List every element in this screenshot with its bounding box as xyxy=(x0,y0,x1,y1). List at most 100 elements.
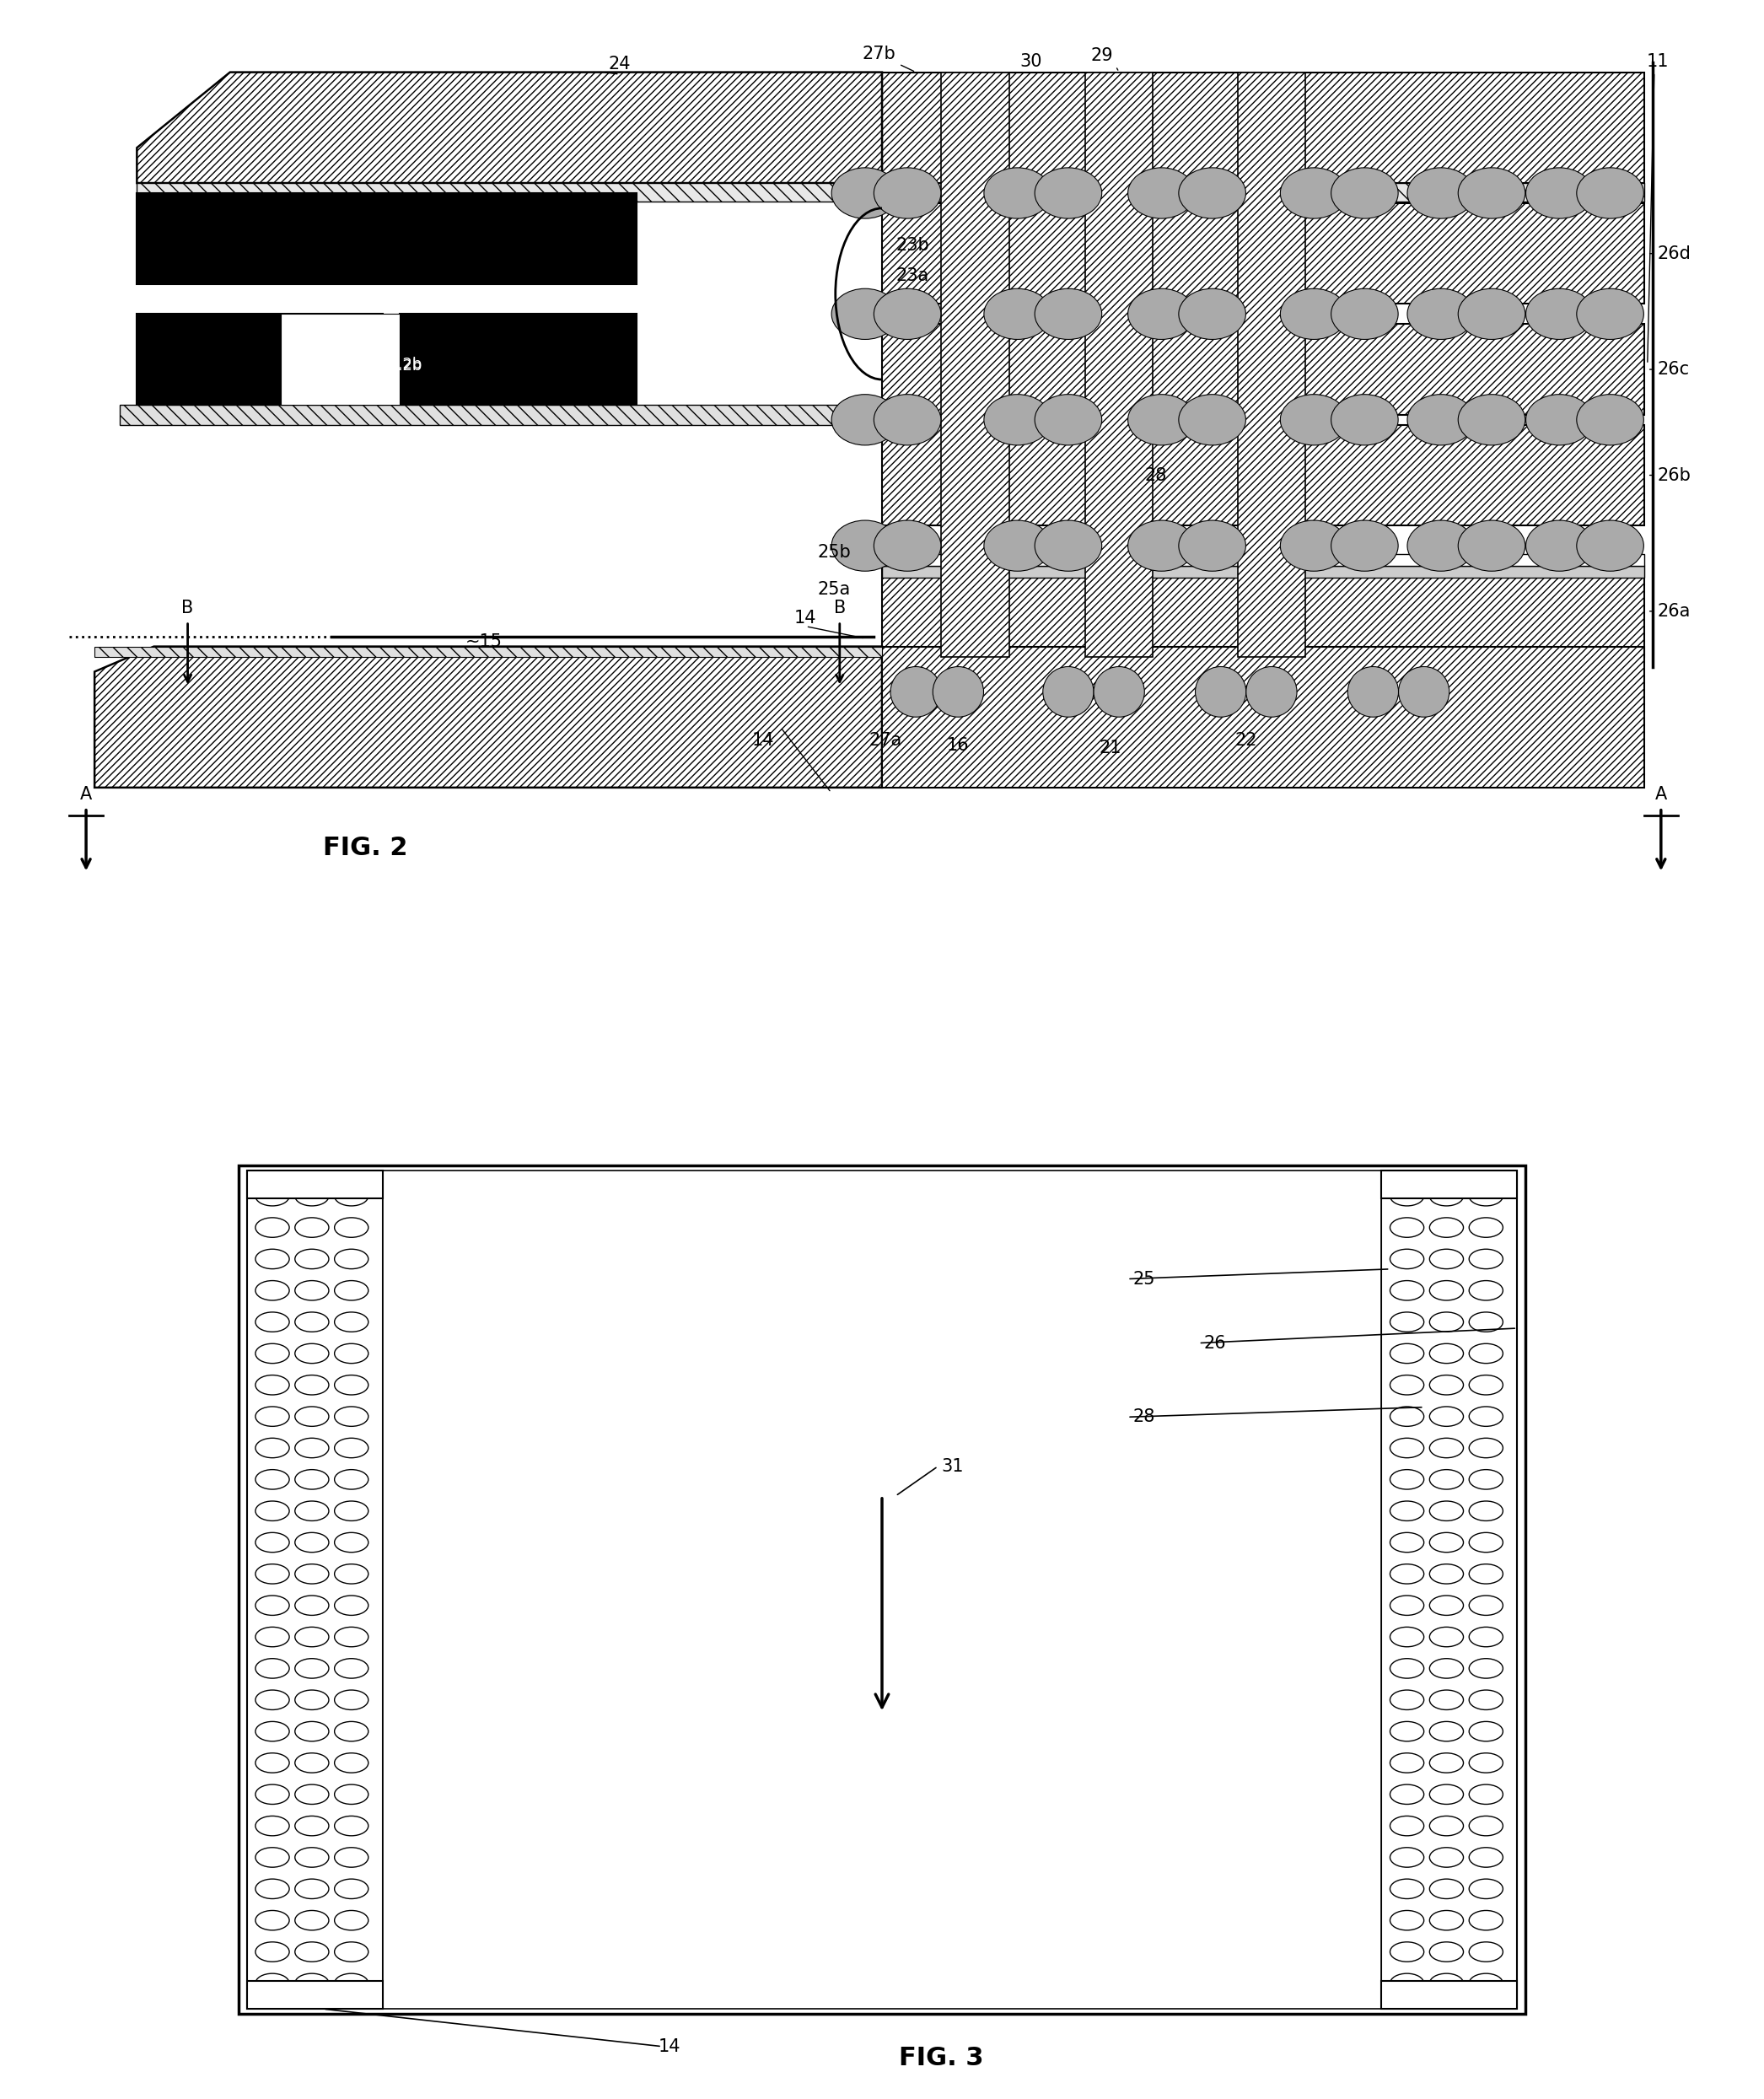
Circle shape xyxy=(295,1658,328,1679)
Circle shape xyxy=(1429,1280,1464,1301)
Ellipse shape xyxy=(1459,168,1526,218)
Ellipse shape xyxy=(1408,521,1475,571)
Text: 26: 26 xyxy=(1203,1335,1226,1352)
Circle shape xyxy=(335,1753,369,1774)
Text: FIG. 2: FIG. 2 xyxy=(323,835,407,861)
Circle shape xyxy=(1390,1910,1424,1931)
Bar xyxy=(942,71,1009,657)
Text: 23b: 23b xyxy=(896,237,930,254)
Circle shape xyxy=(256,1690,289,1711)
Ellipse shape xyxy=(1281,290,1348,340)
Circle shape xyxy=(295,1690,328,1711)
Circle shape xyxy=(256,1217,289,1238)
Circle shape xyxy=(1469,1532,1503,1553)
Ellipse shape xyxy=(1127,168,1194,218)
Circle shape xyxy=(335,1595,369,1616)
Circle shape xyxy=(335,1784,369,1805)
Ellipse shape xyxy=(1178,395,1245,445)
Circle shape xyxy=(256,1910,289,1931)
Circle shape xyxy=(1469,1753,1503,1774)
Circle shape xyxy=(256,1564,289,1585)
Circle shape xyxy=(1390,1217,1424,1238)
Text: 21: 21 xyxy=(1099,739,1122,756)
Ellipse shape xyxy=(1408,290,1475,340)
Circle shape xyxy=(295,1564,328,1585)
Circle shape xyxy=(1469,1784,1503,1805)
Circle shape xyxy=(1429,1564,1464,1585)
Circle shape xyxy=(335,1627,369,1648)
Ellipse shape xyxy=(1577,290,1644,340)
Circle shape xyxy=(1429,1942,1464,1963)
Bar xyxy=(1085,71,1154,657)
Circle shape xyxy=(256,1532,289,1553)
Circle shape xyxy=(1469,1627,1503,1648)
Ellipse shape xyxy=(1332,395,1399,445)
Circle shape xyxy=(1390,1438,1424,1459)
Bar xyxy=(120,405,882,424)
Circle shape xyxy=(295,1501,328,1522)
Circle shape xyxy=(1469,1910,1503,1931)
Circle shape xyxy=(1429,1816,1464,1837)
Circle shape xyxy=(256,1343,289,1364)
Text: 16: 16 xyxy=(947,737,970,754)
Circle shape xyxy=(1429,1217,1464,1238)
Circle shape xyxy=(1469,1721,1503,1742)
Ellipse shape xyxy=(831,168,898,218)
Circle shape xyxy=(1429,1343,1464,1364)
Text: 14: 14 xyxy=(794,609,817,626)
Circle shape xyxy=(256,1375,289,1396)
Circle shape xyxy=(1390,1658,1424,1679)
Circle shape xyxy=(295,1595,328,1616)
Circle shape xyxy=(1429,1375,1464,1396)
Ellipse shape xyxy=(1178,290,1245,340)
Circle shape xyxy=(1390,1375,1424,1396)
Ellipse shape xyxy=(1332,521,1399,571)
Circle shape xyxy=(335,1879,369,1900)
Ellipse shape xyxy=(1526,395,1593,445)
Ellipse shape xyxy=(1332,290,1399,340)
Circle shape xyxy=(1429,1658,1464,1679)
Bar xyxy=(399,315,637,405)
Circle shape xyxy=(335,1406,369,1427)
Ellipse shape xyxy=(831,290,898,340)
Circle shape xyxy=(295,1910,328,1931)
Circle shape xyxy=(295,1249,328,1270)
Text: 26a: 26a xyxy=(1658,602,1692,619)
Circle shape xyxy=(256,1816,289,1837)
Bar xyxy=(138,183,882,202)
Circle shape xyxy=(1469,1942,1503,1963)
Ellipse shape xyxy=(1035,168,1102,218)
Circle shape xyxy=(1429,1186,1464,1207)
Ellipse shape xyxy=(873,290,940,340)
Ellipse shape xyxy=(1526,168,1593,218)
Circle shape xyxy=(1429,1406,1464,1427)
Circle shape xyxy=(1390,1186,1424,1207)
Bar xyxy=(1381,1171,1517,2009)
Bar xyxy=(280,315,399,405)
Ellipse shape xyxy=(831,395,898,445)
Circle shape xyxy=(295,1312,328,1333)
Circle shape xyxy=(1469,1658,1503,1679)
Circle shape xyxy=(256,1784,289,1805)
Ellipse shape xyxy=(1127,395,1194,445)
Circle shape xyxy=(295,1217,328,1238)
Circle shape xyxy=(1390,1784,1424,1805)
Ellipse shape xyxy=(1281,395,1348,445)
Circle shape xyxy=(1429,1312,1464,1333)
Ellipse shape xyxy=(1577,168,1644,218)
Ellipse shape xyxy=(1035,395,1102,445)
Text: 27a: 27a xyxy=(870,733,901,749)
Ellipse shape xyxy=(873,168,940,218)
Ellipse shape xyxy=(1043,667,1094,718)
Circle shape xyxy=(256,1406,289,1427)
Circle shape xyxy=(1390,1280,1424,1301)
Circle shape xyxy=(295,1942,328,1963)
Ellipse shape xyxy=(1245,667,1297,718)
Circle shape xyxy=(335,1816,369,1837)
Ellipse shape xyxy=(873,521,940,571)
Circle shape xyxy=(1390,1312,1424,1333)
Text: 30: 30 xyxy=(1020,52,1043,69)
Circle shape xyxy=(1469,1217,1503,1238)
Bar xyxy=(882,204,1644,304)
Circle shape xyxy=(295,1721,328,1742)
